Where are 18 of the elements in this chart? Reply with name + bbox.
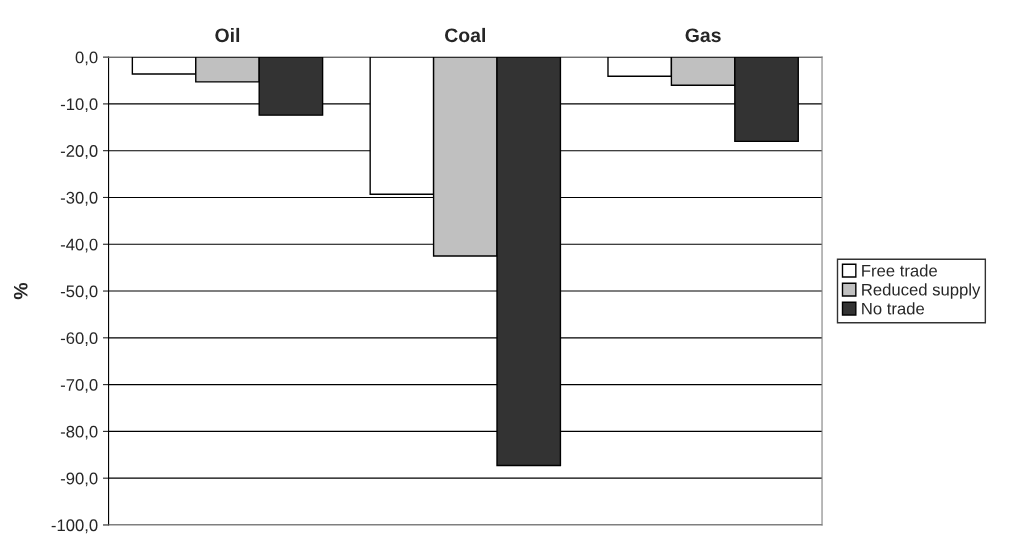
x-tick-label: Gas xyxy=(685,28,721,43)
y-tick-label: -90,0 xyxy=(60,472,98,487)
x-tick-label: Oil xyxy=(215,27,240,43)
legend-label: No trade xyxy=(862,302,925,315)
y-tick-label: 0,0 xyxy=(75,51,98,66)
y-tick-label: -10,0 xyxy=(60,98,98,113)
y-tick-label: -20,0 xyxy=(60,145,98,159)
legend-label: Free trade xyxy=(862,264,937,277)
y-tick-label: -30,0 xyxy=(60,191,98,206)
y-tick-label: -40,0 xyxy=(60,238,98,253)
y-axis-title: % xyxy=(13,282,28,300)
y-tick-label: -60,0 xyxy=(60,332,98,346)
y-tick-label: -80,0 xyxy=(60,425,98,440)
x-tick-label: Coal xyxy=(445,27,485,43)
legend-label: Reduced supply xyxy=(862,283,981,299)
y-tick-label: -100,0 xyxy=(51,519,98,534)
y-tick-label: -50,0 xyxy=(60,285,98,300)
y-tick-label: -70,0 xyxy=(60,379,98,393)
